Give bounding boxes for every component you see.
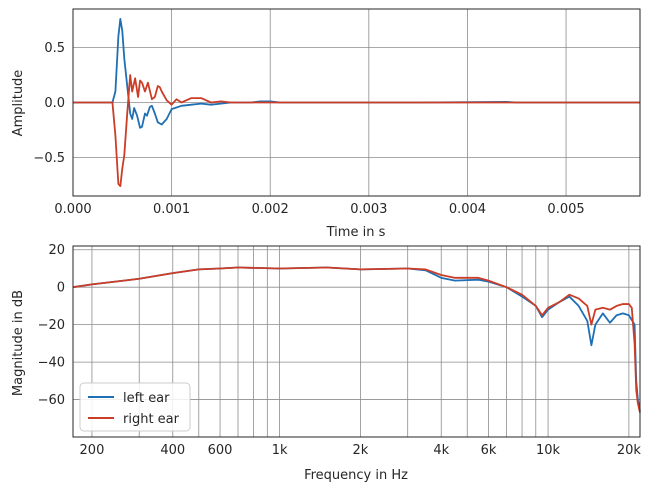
impulse-x-tick-label: 0.005 xyxy=(547,202,584,217)
frequency-x-tick-label: 20k xyxy=(617,443,642,458)
impulse-y-tick-label: 0.5 xyxy=(44,41,65,56)
frequency-x-tick-label: 400 xyxy=(160,443,185,458)
frequency-x-tick-label: 6k xyxy=(481,443,497,458)
impulse-response-plot: 0.000 0.001 0.002 0.003 0.004 0.005 0.5 0.0 −0.… xyxy=(11,8,641,240)
impulse-x-tick-label: 0.004 xyxy=(449,202,486,217)
frequency-y-tick-label: 20 xyxy=(48,243,65,258)
impulse-plot-frame xyxy=(72,8,641,197)
frequency-y-axis-label: Magnitude in dB xyxy=(11,290,26,396)
frequency-x-ticks: 200 400 600 1k 2k 4k 6k 10k 20k xyxy=(80,443,642,458)
impulse-series xyxy=(73,18,640,187)
impulse-y-tick-label: 0.0 xyxy=(44,96,65,111)
frequency-y-tick-label: −40 xyxy=(38,356,65,371)
impulse-x-tick-label: 0.000 xyxy=(54,202,91,217)
frequency-x-axis-label: Frequency in Hz xyxy=(304,468,408,483)
frequency-y-tick-label: 0 xyxy=(57,281,65,296)
frequency-x-tick-label: 200 xyxy=(80,443,105,458)
impulse-x-tick-label: 0.001 xyxy=(153,202,190,217)
impulse-y-axis-label: Amplitude xyxy=(11,70,26,137)
frequency-x-tick-label: 4k xyxy=(433,443,449,458)
legend-label-right-ear: right ear xyxy=(123,412,180,427)
frequency-line-right-ear xyxy=(72,266,641,413)
frequency-x-tick-label: 2k xyxy=(353,443,369,458)
frequency-y-tick-label: −60 xyxy=(38,393,65,408)
impulse-line-left-ear xyxy=(73,18,640,129)
impulse-y-ticks: 0.5 0.0 −0.5 xyxy=(33,41,65,166)
frequency-grid xyxy=(73,246,640,437)
frequency-response-plot: 200 400 600 1k 2k 4k 6k 10k 20k 200−20−40−60 Fre… xyxy=(11,243,641,483)
impulse-x-axis-label: Time in s xyxy=(326,225,386,240)
impulse-x-tick-label: 0.002 xyxy=(252,202,289,217)
frequency-y-ticks: 20 0 −20 −40 −60 xyxy=(38,243,65,408)
frequency-x-tick-label: 1k xyxy=(272,443,288,458)
frequency-series xyxy=(72,266,641,413)
impulse-x-ticks: 0.000 0.001 0.002 0.003 0.004 0.005 xyxy=(54,202,584,217)
frequency-plot-frame xyxy=(72,245,641,438)
frequency-y-tick-label: −20 xyxy=(38,318,65,333)
frequency-x-tick-label: 600 xyxy=(208,443,233,458)
legend: left ear right ear xyxy=(79,382,191,432)
impulse-x-tick-label: 0.003 xyxy=(350,202,387,217)
frequency-x-tick-label: 10k xyxy=(536,443,561,458)
impulse-y-tick-label: −0.5 xyxy=(33,151,65,166)
impulse-line-right-ear xyxy=(73,74,640,187)
legend-label-left-ear: left ear xyxy=(123,391,170,406)
